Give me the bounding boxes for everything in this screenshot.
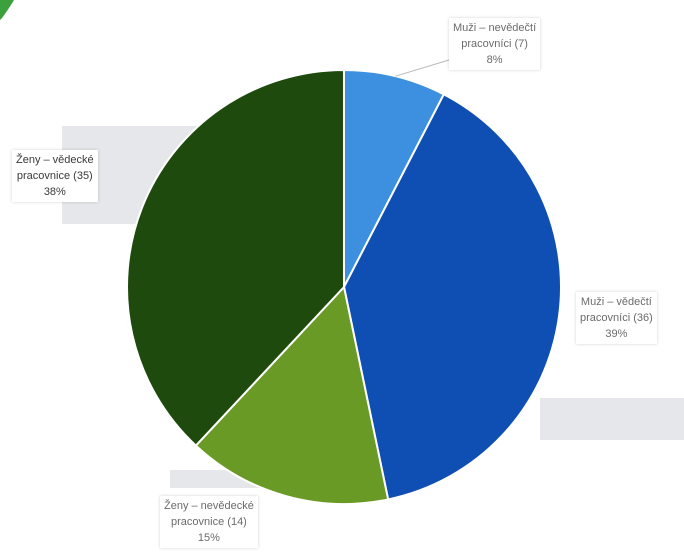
slice-label-zeny-vedecke: Ženy – vědecké pracovnice (35) 38%: [12, 150, 98, 202]
slice-zeny-vedecke: [126, 68, 345, 448]
corner-accent-shape: [0, 0, 14, 20]
slice-muzi-nevedecti: [343, 68, 446, 288]
slice-label-muzi-vedecti: Muži – vědečtí pracovníci (36) 39%: [576, 292, 657, 344]
leader-line: [395, 59, 450, 77]
slice-muzi-vedecti: [342, 92, 562, 501]
background-band-right: [540, 398, 684, 440]
slice-zeny-nevedecke: [194, 284, 390, 505]
slice-label-muzi-nevedecti: Muži – nevědečtí pracovníci (7) 8%: [449, 18, 541, 70]
slice-label-zeny-nevedecke: Ženy – nevědecké pracovnice (14) 15%: [160, 496, 258, 548]
